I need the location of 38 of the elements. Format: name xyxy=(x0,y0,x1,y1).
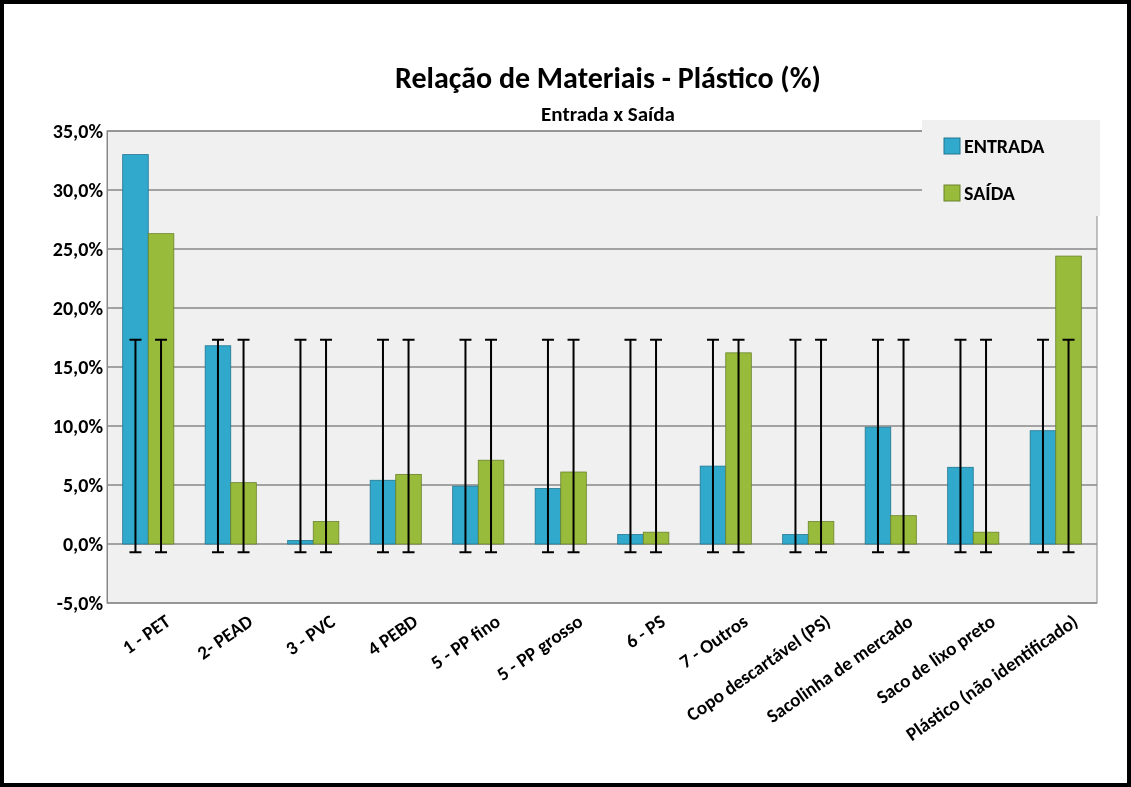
bar xyxy=(782,534,809,545)
bar xyxy=(864,426,892,545)
bar xyxy=(642,531,670,545)
bar xyxy=(147,233,175,545)
bar xyxy=(560,471,587,545)
y-tick-label: 25,0% xyxy=(52,236,104,261)
x-tick-label: 1 - PET xyxy=(118,609,175,659)
y-tick-label: 10,0% xyxy=(52,413,104,438)
bar xyxy=(1055,255,1082,545)
legend-label: ENTRADA xyxy=(964,134,1046,158)
chart-subtitle: Entrada x Saída xyxy=(541,101,675,127)
bar xyxy=(204,345,232,545)
bar xyxy=(477,459,505,545)
y-tick-label: 15,0% xyxy=(52,354,104,379)
bar xyxy=(947,466,974,545)
x-tick-label: 6 - PS xyxy=(620,609,670,654)
x-tick-label: 4 PEBD xyxy=(362,609,422,661)
y-tick-label: 35,0% xyxy=(52,118,104,143)
y-tick-label: 20,0% xyxy=(52,295,104,320)
y-tick-label: 30,0% xyxy=(52,177,104,202)
bar xyxy=(452,485,479,545)
y-tick-label: 0,0% xyxy=(62,531,104,556)
chart-title: Relação de Materiais - Plástico (%) xyxy=(395,59,821,96)
bar xyxy=(807,521,835,545)
y-tick-label: 5,0% xyxy=(62,472,104,497)
legend-label: SAÍDA xyxy=(964,181,1016,205)
bar xyxy=(725,352,752,545)
bar xyxy=(122,154,149,545)
x-tick-label: 3 - PVC xyxy=(281,609,340,661)
bar xyxy=(230,482,257,545)
bar xyxy=(617,534,644,545)
x-tick-label: 2- PEAD xyxy=(192,609,257,665)
y-tick-label: -5,0% xyxy=(56,590,104,615)
bar xyxy=(890,515,917,545)
bar xyxy=(312,521,340,545)
bar xyxy=(972,531,1000,545)
bar xyxy=(395,473,422,545)
bar xyxy=(287,540,314,545)
